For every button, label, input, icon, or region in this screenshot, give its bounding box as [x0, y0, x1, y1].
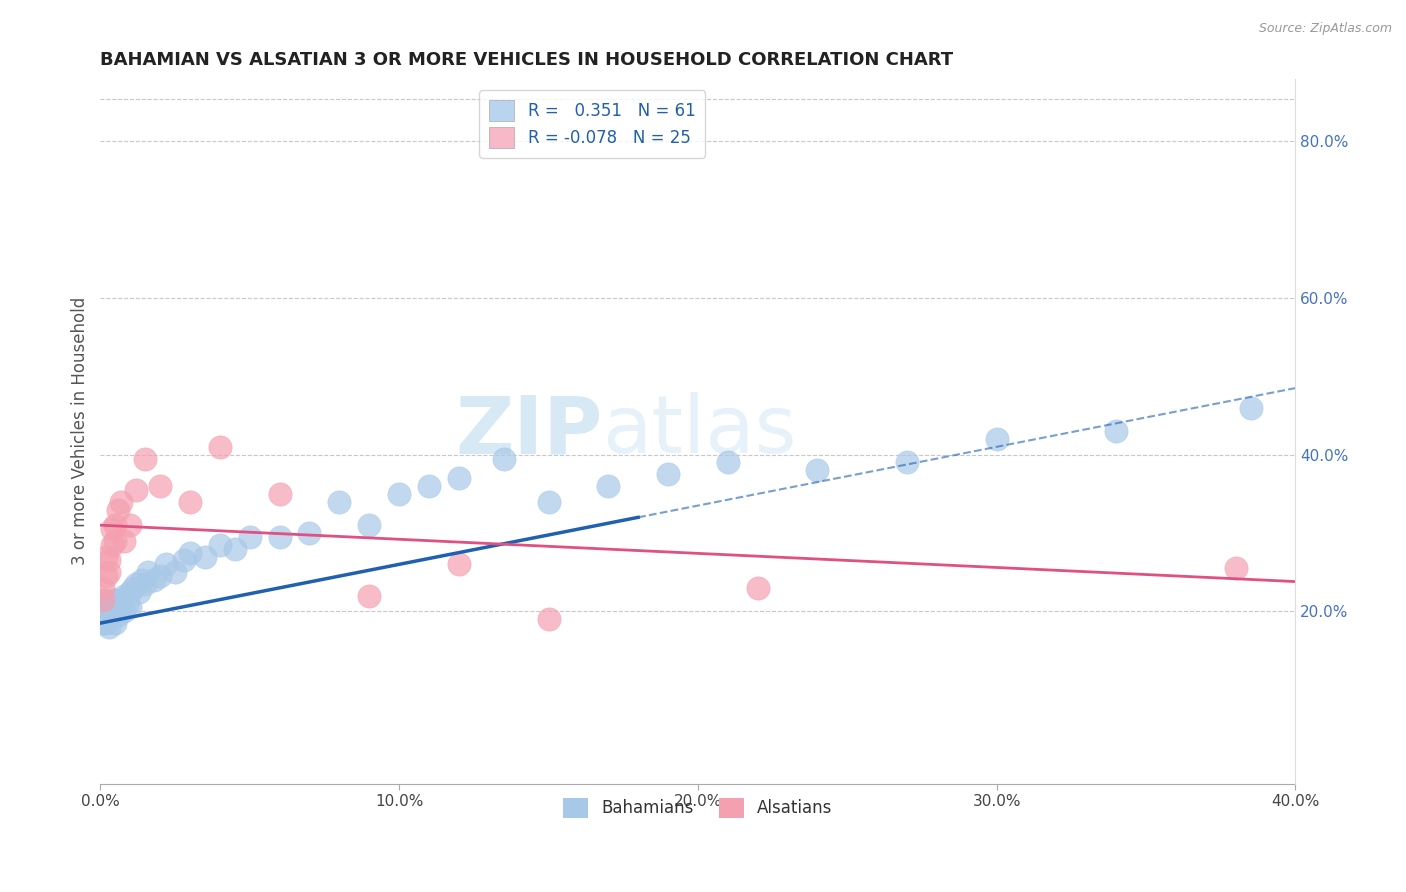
Point	[359, 589, 381, 603]
Point	[104, 533, 127, 548]
Point	[359, 518, 381, 533]
Point	[128, 584, 150, 599]
Point	[104, 518, 127, 533]
Point	[173, 553, 195, 567]
Point	[298, 526, 321, 541]
Point	[896, 455, 918, 469]
Point	[107, 608, 129, 623]
Point	[537, 612, 560, 626]
Point	[101, 592, 124, 607]
Point	[194, 549, 217, 564]
Point	[134, 451, 156, 466]
Point	[447, 471, 470, 485]
Point	[96, 569, 118, 583]
Point	[1240, 401, 1263, 415]
Point	[91, 616, 114, 631]
Point	[224, 541, 246, 556]
Point	[120, 584, 142, 599]
Point	[131, 573, 153, 587]
Point	[143, 573, 166, 587]
Point	[107, 502, 129, 516]
Point	[104, 604, 127, 618]
Point	[98, 597, 121, 611]
Point	[986, 432, 1008, 446]
Point	[239, 530, 262, 544]
Point	[112, 533, 135, 548]
Point	[112, 589, 135, 603]
Point	[134, 577, 156, 591]
Text: BAHAMIAN VS ALSATIAN 3 OR MORE VEHICLES IN HOUSEHOLD CORRELATION CHART: BAHAMIAN VS ALSATIAN 3 OR MORE VEHICLES …	[100, 51, 953, 69]
Point	[91, 600, 114, 615]
Point	[657, 467, 679, 482]
Point	[155, 558, 177, 572]
Point	[96, 549, 118, 564]
Point	[537, 494, 560, 508]
Point	[98, 565, 121, 579]
Point	[96, 597, 118, 611]
Point	[110, 592, 132, 607]
Point	[120, 518, 142, 533]
Point	[1105, 424, 1128, 438]
Point	[388, 487, 411, 501]
Legend: Bahamians, Alsatians: Bahamians, Alsatians	[557, 791, 839, 825]
Text: ZIP: ZIP	[456, 392, 602, 470]
Y-axis label: 3 or more Vehicles in Household: 3 or more Vehicles in Household	[72, 297, 89, 566]
Point	[269, 487, 291, 501]
Point	[120, 600, 142, 615]
Point	[806, 463, 828, 477]
Point	[104, 616, 127, 631]
Point	[101, 522, 124, 536]
Point	[149, 479, 172, 493]
Point	[98, 604, 121, 618]
Point	[96, 604, 118, 618]
Point	[101, 600, 124, 615]
Point	[96, 616, 118, 631]
Point	[149, 569, 172, 583]
Point	[492, 451, 515, 466]
Text: atlas: atlas	[602, 392, 797, 470]
Point	[98, 620, 121, 634]
Point	[122, 581, 145, 595]
Point	[208, 538, 231, 552]
Point	[717, 455, 740, 469]
Point	[136, 565, 159, 579]
Point	[107, 597, 129, 611]
Point	[91, 604, 114, 618]
Point	[598, 479, 620, 493]
Point	[112, 604, 135, 618]
Point	[91, 608, 114, 623]
Point	[1225, 561, 1247, 575]
Point	[110, 600, 132, 615]
Point	[98, 612, 121, 626]
Point	[91, 592, 114, 607]
Point	[91, 592, 114, 607]
Point	[91, 581, 114, 595]
Point	[179, 546, 201, 560]
Point	[104, 592, 127, 607]
Point	[269, 530, 291, 544]
Point	[328, 494, 350, 508]
Point	[110, 494, 132, 508]
Point	[179, 494, 201, 508]
Point	[98, 553, 121, 567]
Point	[747, 581, 769, 595]
Point	[96, 608, 118, 623]
Point	[447, 558, 470, 572]
Point	[115, 597, 138, 611]
Point	[125, 483, 148, 497]
Point	[101, 608, 124, 623]
Point	[125, 577, 148, 591]
Text: Source: ZipAtlas.com: Source: ZipAtlas.com	[1258, 22, 1392, 36]
Point	[208, 440, 231, 454]
Point	[163, 565, 186, 579]
Point	[418, 479, 440, 493]
Point	[101, 538, 124, 552]
